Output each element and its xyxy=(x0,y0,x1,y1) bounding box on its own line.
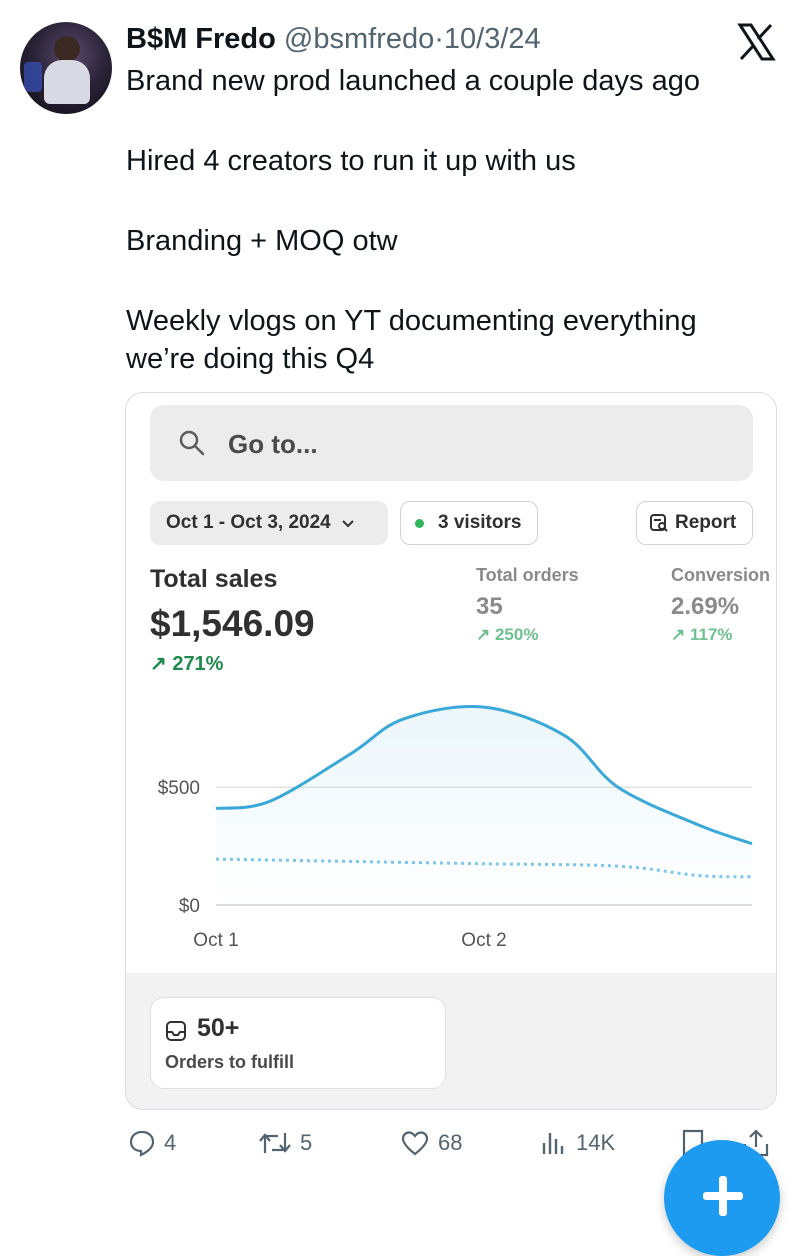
analytics-icon xyxy=(542,1133,564,1154)
author-name[interactable]: B$M Fredo xyxy=(126,23,276,55)
views-count: 14K xyxy=(576,1130,616,1155)
reply-count: 4 xyxy=(164,1130,177,1155)
avatar-body xyxy=(44,60,90,104)
like-button[interactable]: 68 xyxy=(400,1120,462,1166)
report-icon xyxy=(650,514,668,532)
total-sales-label: Total sales xyxy=(150,565,278,593)
y-tick-label: $0 xyxy=(179,896,200,917)
retweet-icon xyxy=(259,1133,291,1153)
media-screenshot-card[interactable]: Go to... Oct 1 - Oct 3, 2024 3 visitors … xyxy=(125,392,777,1110)
search-placeholder: Go to... xyxy=(228,429,318,459)
live-indicator-icon xyxy=(415,518,424,528)
sales-chart: $0 $500 Oct 1 Oct 2 xyxy=(158,705,753,951)
sales-line-current xyxy=(215,705,753,846)
avatar-head xyxy=(54,36,80,62)
live-visitors-button[interactable]: 3 visitors xyxy=(400,501,538,545)
report-label: Report xyxy=(675,512,737,533)
heart-icon xyxy=(401,1131,429,1156)
avatar-background-light xyxy=(24,62,42,92)
search-icon xyxy=(179,430,205,456)
author-avatar[interactable] xyxy=(20,22,112,114)
total-orders-change: ↗ 250% xyxy=(476,625,539,644)
x-tick-label: Oct 2 xyxy=(461,930,506,951)
tweet-paragraph: Hired 4 creators to run it up with us xyxy=(126,145,576,177)
y-tick-label: $500 xyxy=(158,778,200,799)
tweet-text: Brand new prod launched a couple days ag… xyxy=(126,62,766,378)
tweet-date[interactable]: 10/3/24 xyxy=(443,23,541,55)
search-bar[interactable]: Go to... xyxy=(150,405,753,481)
tweet-paragraph: Weekly vlogs on YT documenting everythin… xyxy=(126,305,697,375)
conversion-label[interactable]: Conversion xyxy=(671,565,771,585)
conversion-value: 2.69% xyxy=(671,593,740,620)
x-tick-label: Oct 1 xyxy=(193,930,238,951)
tweet-paragraph: Branding + MOQ otw xyxy=(126,225,398,257)
date-range-selector[interactable]: Oct 1 - Oct 3, 2024 xyxy=(150,501,388,545)
total-orders-value: 35 xyxy=(476,593,503,620)
tweet-paragraph: Brand new prod launched a couple days ag… xyxy=(126,65,700,97)
total-orders-label[interactable]: Total orders xyxy=(476,565,579,585)
orders-to-fulfill-count: 50+ xyxy=(197,1014,240,1042)
like-count: 68 xyxy=(438,1130,463,1155)
retweet-count: 5 xyxy=(300,1130,313,1155)
reply-icon xyxy=(129,1130,155,1157)
plus-icon-bar xyxy=(703,1192,743,1200)
tweet-header: B$M Fredo @bsmfredo·10/3/24 xyxy=(126,22,541,56)
compose-post-button[interactable] xyxy=(664,1140,780,1256)
total-sales-value: $1,546.09 xyxy=(150,603,315,644)
conversion-change: ↗ 117% xyxy=(671,625,733,644)
header-separator: · xyxy=(434,23,444,55)
author-handle[interactable]: @bsmfredo xyxy=(283,23,435,55)
report-button[interactable]: Report xyxy=(636,501,753,545)
reply-button[interactable]: 4 xyxy=(128,1120,176,1166)
date-range-label: Oct 1 - Oct 3, 2024 xyxy=(166,512,331,533)
retweet-button[interactable]: 5 xyxy=(258,1120,312,1166)
views-button[interactable]: 14K xyxy=(540,1120,615,1166)
sales-line-previous xyxy=(215,857,753,879)
visitors-label: 3 visitors xyxy=(438,512,522,533)
inbox-icon xyxy=(166,1021,186,1041)
tweet-actions-bar: 4 5 68 14K xyxy=(0,1120,794,1166)
x-logo-icon xyxy=(737,23,776,61)
chevron-down-icon xyxy=(342,520,354,528)
orders-to-fulfill-card[interactable]: 50+ Orders to fulfill xyxy=(150,997,446,1089)
sales-area-fill xyxy=(216,706,752,905)
orders-to-fulfill-label: Orders to fulfill xyxy=(165,1052,295,1072)
total-sales-change: ↗ 271% xyxy=(150,653,224,675)
